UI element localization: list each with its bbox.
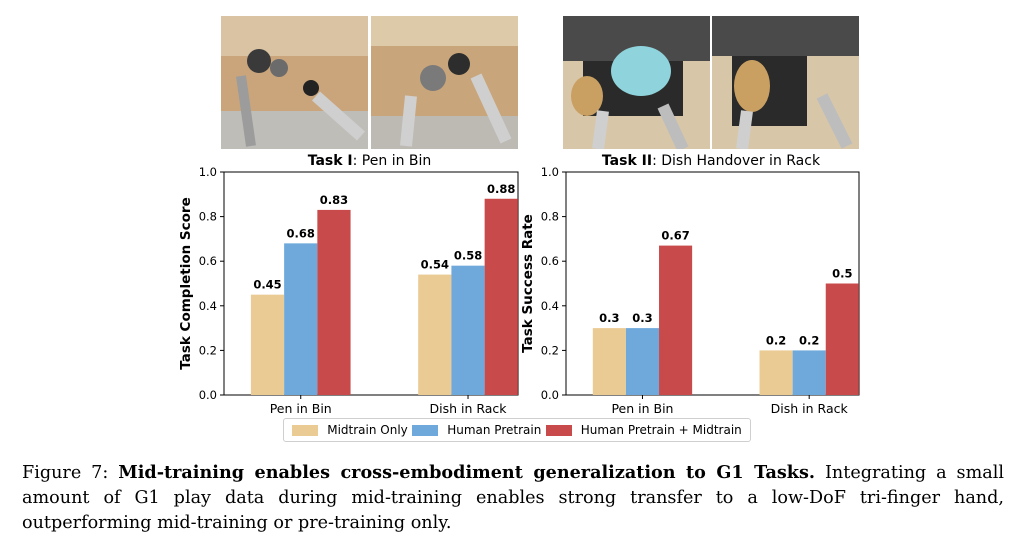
y-axis-label: Task Completion Score (178, 197, 194, 369)
dish-rack-photo-2 (712, 16, 859, 149)
legend-label-human: Human Pretrain (447, 423, 542, 437)
bar (484, 198, 518, 395)
pen-in-bin-photo-2 (371, 16, 518, 149)
bar (759, 350, 793, 395)
x-tick-label: Dish in Rack (429, 401, 507, 416)
x-tick-label: Dish in Rack (771, 401, 849, 416)
y-tick-label: 0.2 (199, 343, 217, 357)
chart-1-frame (223, 171, 519, 396)
bar-value-label: 0.67 (661, 229, 689, 243)
bar-value-label: 0.2 (799, 333, 819, 347)
chart-2-frame (565, 171, 860, 396)
legend-swatch-human (412, 424, 439, 436)
pen-in-bin-photo-1 (221, 16, 368, 149)
bar-value-label: 0.45 (253, 278, 281, 292)
y-tick-label: 0.0 (541, 388, 559, 402)
y-tick-label: 0.0 (199, 388, 217, 402)
legend-item-both: Human Pretrain + Midtrain (545, 423, 742, 437)
y-tick-label: 1.0 (199, 165, 217, 179)
caption-prefix: Figure 7: (22, 463, 119, 483)
y-tick-label: 0.8 (541, 210, 559, 224)
bar (250, 294, 285, 395)
caption-text: Integrating a small amount of G1 play da… (22, 463, 1004, 533)
y-tick-label: 1.0 (541, 165, 559, 179)
y-tick-label: 0.6 (199, 254, 217, 268)
bar (592, 328, 626, 395)
bar (792, 350, 826, 395)
task-1-title: Task I: Pen in Bin (221, 153, 518, 169)
bar-value-label: 0.3 (599, 311, 619, 325)
y-tick-label: 0.4 (541, 299, 559, 313)
task-1-name: : Pen in Bin (352, 153, 432, 169)
bar (418, 274, 452, 395)
task-2-name: : Dish Handover in Rack (652, 153, 821, 169)
bar-value-label: 0.68 (287, 226, 315, 240)
legend-swatch-both (545, 424, 572, 436)
task-1-number: Task I (307, 153, 353, 169)
y-tick-label: 0.4 (199, 299, 217, 313)
bar (825, 283, 859, 395)
y-tick-label: 0.2 (541, 343, 559, 357)
bar-value-label: 0.5 (832, 267, 852, 281)
bar (284, 243, 318, 395)
bar-value-label: 0.88 (487, 182, 515, 196)
chart-legend: Midtrain Only Human Pretrain Human Pretr… (283, 418, 751, 442)
x-tick-label: Pen in Bin (611, 401, 673, 416)
legend-item-human: Human Pretrain (412, 423, 541, 437)
bar-value-label: 0.83 (320, 193, 348, 207)
legend-swatch-midtrain (292, 424, 319, 436)
bar (625, 328, 660, 395)
bar-value-label: 0.2 (766, 333, 786, 347)
legend-label-both: Human Pretrain + Midtrain (580, 423, 742, 437)
task-2-number: Task II (601, 153, 653, 169)
bar (659, 245, 693, 395)
dish-rack-photo-1 (563, 16, 710, 149)
task-2-title: Task II: Dish Handover in Rack (563, 153, 859, 169)
legend-item-midtrain: Midtrain Only (292, 423, 408, 437)
y-tick-label: 0.8 (199, 210, 217, 224)
bar (451, 265, 485, 395)
bar-value-label: 0.3 (632, 311, 652, 325)
bar-value-label: 0.54 (421, 258, 449, 272)
x-tick-label: Pen in Bin (270, 401, 332, 416)
legend-label-midtrain: Midtrain Only (327, 423, 408, 437)
y-tick-label: 0.6 (541, 254, 559, 268)
caption-bold: Mid-training enables cross-embodiment ge… (118, 462, 816, 483)
figure-caption: Figure 7: Mid-training enables cross-emb… (22, 460, 1004, 536)
y-axis-label: Task Success Rate (520, 214, 536, 353)
bar (317, 209, 351, 395)
bar-value-label: 0.58 (454, 249, 482, 263)
